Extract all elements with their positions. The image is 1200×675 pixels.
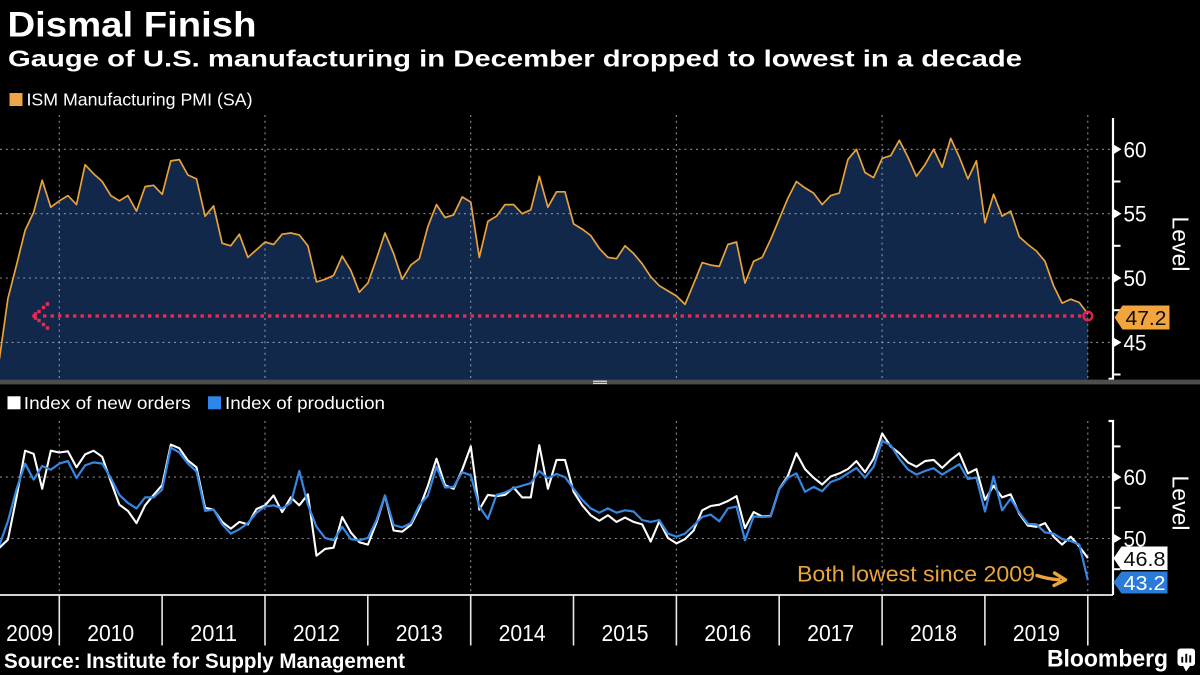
svg-text:50: 50 (1124, 266, 1147, 291)
svg-text:43.2: 43.2 (1124, 572, 1166, 595)
svg-text:2013: 2013 (396, 620, 443, 646)
svg-text:ISM Manufacturing PMI (SA): ISM Manufacturing PMI (SA) (27, 90, 253, 110)
svg-text:Both lowest since 2009: Both lowest since 2009 (797, 562, 1035, 587)
svg-text:Gauge of U.S. manufacturing in: Gauge of U.S. manufacturing in December … (8, 46, 1022, 72)
svg-text:60: 60 (1124, 137, 1147, 162)
svg-text:2010: 2010 (87, 620, 134, 646)
svg-text:2015: 2015 (602, 620, 649, 646)
svg-text:2016: 2016 (704, 620, 751, 646)
svg-text:55: 55 (1124, 202, 1147, 227)
svg-text:2011: 2011 (190, 620, 237, 646)
svg-text:Index of new orders: Index of new orders (24, 393, 191, 413)
svg-text:46.8: 46.8 (1124, 548, 1166, 571)
svg-text:Level: Level (1168, 217, 1194, 272)
svg-text:50: 50 (1124, 527, 1147, 552)
svg-text:2012: 2012 (293, 620, 340, 646)
svg-text:Source: Institute for Supply M: Source: Institute for Supply Management (4, 650, 405, 673)
svg-text:2014: 2014 (499, 620, 546, 646)
svg-text:Bloomberg: Bloomberg (1047, 646, 1168, 673)
svg-text:60: 60 (1124, 465, 1147, 490)
svg-text:45: 45 (1124, 330, 1147, 355)
svg-text:2018: 2018 (910, 620, 957, 646)
svg-text:2009: 2009 (6, 620, 53, 646)
svg-text:47.2: 47.2 (1126, 307, 1167, 330)
svg-text:Dismal Finish: Dismal Finish (8, 5, 257, 44)
svg-text:2019: 2019 (1013, 620, 1060, 646)
svg-text:Level: Level (1168, 476, 1194, 531)
svg-text:2017: 2017 (807, 620, 854, 646)
svg-text:Index of production: Index of production (225, 393, 385, 413)
